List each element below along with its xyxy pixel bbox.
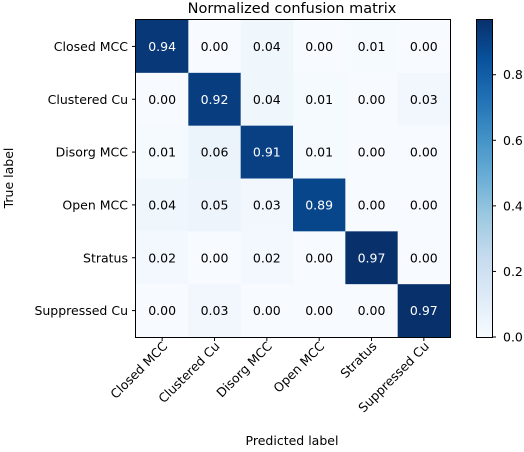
colorbar-tick-label: 0.2 [503, 264, 523, 279]
heatmap-cell [293, 20, 346, 74]
heatmap-cell [345, 72, 399, 127]
colorbar-tick-label: 0.0 [503, 330, 523, 345]
cell-value-label: 0.97 [410, 303, 438, 318]
y-tick-label: Stratus [83, 250, 128, 265]
heatmap-cell [397, 284, 451, 338]
cell-value-label: 0.92 [201, 92, 229, 107]
heatmap-cell [240, 72, 294, 127]
cell-value-label: 0.00 [358, 92, 386, 107]
x-tick-label: Stratus [337, 339, 379, 381]
cell-value-label: 0.04 [253, 39, 281, 54]
cell-value-label: 0.91 [253, 145, 281, 160]
x-tick-label: Disorg MCC [213, 338, 275, 400]
heatmap-cell [188, 284, 242, 338]
heatmap-cells [136, 20, 451, 338]
cell-value-label: 0.01 [305, 145, 333, 160]
cell-value-label: 0.00 [201, 250, 229, 265]
cell-value-label: 0.05 [201, 197, 229, 212]
cell-value-label: 0.01 [148, 145, 176, 160]
cell-value-label: 0.00 [305, 303, 333, 318]
y-axis-label: True label [1, 148, 16, 210]
y-tick-label: Clustered Cu [48, 92, 128, 107]
cell-value-label: 0.00 [410, 39, 438, 54]
colorbar-tick-label: 0.4 [503, 198, 523, 213]
colorbar [476, 19, 492, 337]
cell-value-label: 0.02 [253, 250, 281, 265]
cell-value-label: 0.00 [305, 39, 333, 54]
y-axis-ticks: Closed MCC Clustered Cu Disorg MCC Open MCC… [34, 39, 136, 318]
cell-value-label: 0.00 [305, 250, 333, 265]
heatmap-cell [188, 72, 242, 127]
cell-value-label: 0.89 [305, 197, 333, 212]
y-tick-label: Open MCC [62, 197, 128, 212]
cell-value-label: 0.01 [358, 39, 386, 54]
heatmap-cell [345, 178, 399, 232]
heatmap-cell [397, 178, 451, 232]
cell-value-label: 0.00 [148, 303, 176, 318]
heatmap-cell [188, 20, 242, 74]
colorbar-tick-label: 0.8 [503, 67, 523, 82]
y-tick-label: Suppressed Cu [34, 303, 128, 318]
heatmap-cell [188, 231, 242, 285]
heatmap-cell [240, 125, 294, 179]
cell-value-label: 0.00 [410, 250, 438, 265]
x-tick-label: Open MCC [270, 338, 327, 395]
heatmap-cell [293, 72, 346, 127]
heatmap-cell [188, 125, 242, 179]
y-tick-label: Closed MCC [54, 39, 128, 54]
cell-value-label: 0.01 [305, 92, 333, 107]
x-axis-label: Predicted label [246, 433, 339, 447]
y-tick-label: Disorg MCC [56, 145, 129, 160]
cell-value-label: 0.00 [358, 197, 386, 212]
cell-value-label: 0.00 [410, 197, 438, 212]
colorbar-ticks: 0.0 0.2 0.4 0.6 0.8 [492, 67, 523, 345]
cell-value-label: 0.00 [358, 145, 386, 160]
heatmap-cell [293, 284, 346, 338]
heatmap-cell [345, 20, 399, 74]
cell-value-label: 0.03 [253, 197, 281, 212]
cell-value-label: 0.04 [148, 197, 176, 212]
plot-frame [135, 19, 451, 338]
heatmap-cell [188, 178, 242, 232]
heatmap-cell [345, 231, 399, 285]
heatmap-cell [136, 125, 189, 179]
colorbar-tick-label: 0.6 [503, 133, 523, 148]
heatmap-cell [397, 20, 451, 74]
cell-value-labels: 0.94 0.00 0.04 0.00 0.01 0.00 0.00 0.92 0.04 0.01… [148, 39, 438, 318]
cell-value-label: 0.04 [253, 92, 281, 107]
cell-value-label: 0.97 [358, 250, 386, 265]
cell-value-label: 0.03 [410, 92, 438, 107]
heatmap-cell [240, 231, 294, 285]
heatmap-cell [345, 125, 399, 179]
heatmap-cell [136, 284, 189, 338]
cell-value-label: 0.00 [148, 92, 176, 107]
heatmap-cell [293, 231, 346, 285]
colorbar-frame [476, 19, 493, 338]
cell-value-label: 0.03 [201, 303, 229, 318]
heatmap-cell [136, 231, 189, 285]
heatmap-cell [345, 284, 399, 338]
cell-value-label: 0.00 [253, 303, 281, 318]
chart-title: Normalized confusion matrix [188, 1, 397, 17]
heatmap-cell [136, 178, 189, 232]
heatmap-cell [240, 284, 294, 338]
cell-value-label: 0.94 [148, 39, 176, 54]
heatmap-cell [293, 125, 346, 179]
heatmap-cell [136, 72, 189, 127]
heatmap-cell [293, 178, 346, 232]
cell-value-label: 0.02 [148, 250, 176, 265]
heatmap-cell [240, 20, 294, 74]
cell-value-label: 0.00 [201, 39, 229, 54]
cell-value-label: 0.00 [358, 303, 386, 318]
heatmap-cell [397, 125, 451, 179]
cell-value-label: 0.00 [410, 145, 438, 160]
heatmap-cell [397, 231, 451, 285]
cell-value-label: 0.06 [201, 145, 229, 160]
heatmap-cell [136, 20, 189, 74]
heatmap-cell [397, 72, 451, 127]
heatmap-cell [240, 178, 294, 232]
